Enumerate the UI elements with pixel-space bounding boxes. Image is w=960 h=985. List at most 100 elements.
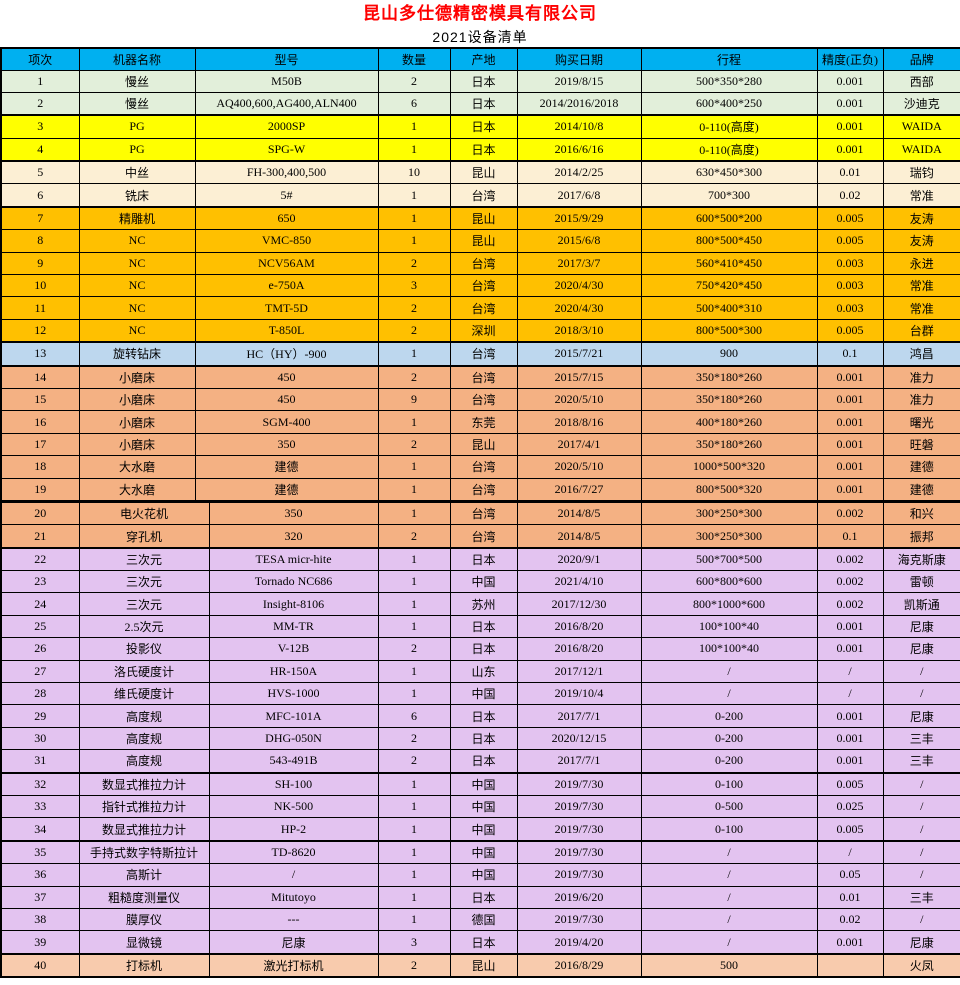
cell-precision: 0.001: [816, 637, 884, 661]
cell-item-no: 7: [0, 205, 80, 231]
cell-machine-name: 旋转钻床: [78, 341, 196, 367]
header-purchase-date: 购买日期: [516, 47, 642, 71]
table-row: 30 高度规 DHG-050N 2 日本 2020/12/15 0-200 0.001 三丰: [0, 726, 960, 751]
cell-machine-name: 慢丝: [78, 69, 196, 93]
cell-origin: 日本: [449, 614, 518, 639]
table-row: 11 NC TMT-5D 2 台湾 2020/4/30 500*400*310 0.003 常准: [0, 296, 960, 320]
cell-item-no: 28: [0, 682, 80, 706]
cell-quantity: 1: [377, 114, 451, 139]
cell-brand: WAIDA: [882, 137, 960, 162]
cell-quantity: 1: [377, 863, 451, 887]
table-row: 23 三次元 Tornado NC686 1 中国 2021/4/10 600*800*60…: [0, 570, 960, 594]
cell-travel: 0-110(高度): [640, 114, 818, 139]
cell-purchase-date: 2019/7/30: [516, 817, 642, 842]
cell-quantity: 1: [377, 817, 451, 842]
cell-machine-name: 高度规: [78, 726, 210, 751]
cell-purchase-date: 2020/4/30: [516, 274, 642, 298]
cell-machine-name: NC: [78, 318, 196, 343]
cell-precision: 0.001: [816, 91, 884, 116]
header-brand: 品牌: [882, 47, 960, 71]
cell-item-no: 10: [0, 274, 80, 298]
cell-item-no: 2: [0, 91, 80, 116]
cell-purchase-date: 2019/10/4: [516, 682, 642, 706]
cell-machine-name: 中丝: [78, 160, 196, 185]
table-row: 21 穿孔机 320 2 台湾 2014/8/5 300*250*300 0.1 振邦: [0, 524, 960, 549]
cell-origin: 中国: [449, 771, 518, 796]
cell-travel: 500*350*280: [640, 69, 818, 93]
cell-precision: 0.05: [816, 863, 884, 887]
cell-model: V-12B: [208, 637, 379, 661]
cell-model: VMC-850: [194, 229, 379, 253]
table-row: 9 NC NCV56AM 2 台湾 2017/3/7 560*410*450 0.003 永进: [0, 251, 960, 276]
cell-travel: /: [640, 930, 818, 955]
cell-brand: 常准: [882, 183, 960, 208]
table-row: 28 维氏硬度计 HVS-1000 1 中国 2019/10/4// /: [0, 682, 960, 706]
cell-brand: 建德: [882, 477, 960, 501]
cell-quantity: 1: [377, 410, 451, 434]
cell-model: 450: [194, 387, 379, 412]
cell-brand: /: [882, 907, 960, 932]
cell-purchase-date: 2017/6/8: [516, 183, 642, 208]
cell-travel: 0-200: [640, 704, 818, 728]
cell-brand: 三丰: [882, 749, 960, 774]
cell-precision: 0.02: [816, 907, 884, 932]
cell-travel: 300*250*300: [640, 524, 818, 549]
cell-precision: 0.005: [816, 817, 884, 842]
cell-purchase-date: 2016/8/20: [516, 614, 642, 639]
cell-brand: /: [882, 682, 960, 706]
cell-machine-name: 穿孔机: [78, 524, 210, 549]
cell-purchase-date: 2019/7/30: [516, 907, 642, 932]
table-row: 34 数显式推拉力计 HP-2 1 中国 2019/7/30 0-100 0.005/: [0, 817, 960, 842]
cell-purchase-date: 2015/7/21: [516, 341, 642, 367]
cell-machine-name: 小磨床: [78, 432, 196, 457]
cell-model: 激光打标机: [208, 952, 379, 978]
cell-item-no: 30: [0, 726, 80, 751]
cell-item-no: 5: [0, 160, 80, 185]
cell-model: 尼康: [208, 930, 379, 955]
cell-precision: 0.01: [816, 160, 884, 185]
cell-model: M50B: [194, 69, 379, 93]
cell-purchase-date: 2014/2/25: [516, 160, 642, 185]
cell-machine-name: PG: [78, 137, 196, 162]
cell-machine-name: 小磨床: [78, 387, 196, 412]
cell-origin: 日本: [449, 91, 518, 116]
cell-travel: 350*180*260: [640, 432, 818, 457]
cell-purchase-date: 2018/3/10: [516, 318, 642, 343]
cell-origin: 山东: [449, 659, 518, 684]
cell-quantity: 1: [377, 183, 451, 208]
table-row: 33 指针式推拉力计 NK-500 1 中国 2019/7/30 0-500 0.025/: [0, 794, 960, 819]
cell-model: SH-100: [208, 771, 379, 796]
table-row: 32 数显式推拉力计 SH-100 1 中国 2019/7/30 0-100 0.005/: [0, 771, 960, 796]
table-row: 35 手持式数字特斯拉计 TD-8620 1 中国 2019/7/30// /: [0, 839, 960, 865]
cell-machine-name: 三次元: [78, 546, 210, 572]
cell-item-no: 25: [0, 614, 80, 639]
cell-brand: 三丰: [882, 885, 960, 909]
cell-precision: 0.001: [816, 930, 884, 955]
cell-item-no: 22: [0, 546, 80, 572]
cell-machine-name: 维氏硬度计: [78, 682, 210, 706]
cell-model: /: [208, 863, 379, 887]
cell-brand: 常准: [882, 274, 960, 298]
cell-origin: 中国: [449, 570, 518, 594]
cell-travel: 800*500*320: [640, 477, 818, 501]
cell-machine-name: 大水磨: [78, 455, 196, 479]
table-row: 2 慢丝 AQ400,600,AG400,ALN400 6 日本 2014/2016/20…: [0, 91, 960, 116]
table-row: 40 打标机 激光打标机 2 昆山 2016/8/29 500 火凤: [0, 952, 960, 978]
cell-travel: 350*180*260: [640, 364, 818, 389]
cell-purchase-date: 2014/2016/2018: [516, 91, 642, 116]
cell-quantity: 1: [377, 546, 451, 572]
table-row: 6 铣床 5# 1 台湾 2017/6/8 700*300 0.02 常准: [0, 183, 960, 208]
cell-model: 建德: [194, 455, 379, 479]
cell-travel: 1000*500*320: [640, 455, 818, 479]
cell-travel: 0-110(高度): [640, 137, 818, 162]
cell-precision: 0.001: [816, 137, 884, 162]
cell-origin: 中国: [449, 863, 518, 887]
cell-quantity: 1: [377, 794, 451, 819]
cell-quantity: 2: [377, 637, 451, 661]
table-row: 25 2.5次元 MM-TR 1 日本 2016/8/20 100*100*40 0.001 尼…: [0, 614, 960, 639]
cell-machine-name: 小磨床: [78, 364, 196, 389]
cell-machine-name: 高斯计: [78, 863, 210, 887]
cell-machine-name: 三次元: [78, 592, 210, 616]
cell-model: 5#: [194, 183, 379, 208]
cell-quantity: 1: [377, 341, 451, 367]
